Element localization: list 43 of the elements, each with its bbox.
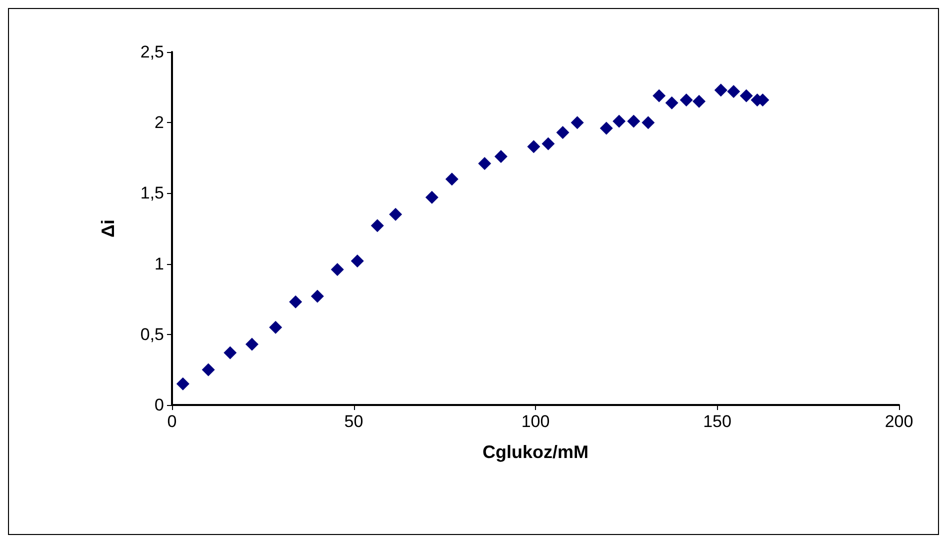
y-tick-label: 1 <box>154 254 164 274</box>
point <box>542 137 555 150</box>
y-axis-title: Δi <box>98 220 118 238</box>
point <box>527 140 540 154</box>
point <box>370 219 384 232</box>
y-tick-label: 1,5 <box>140 184 164 203</box>
x-axis-title: Cglukoz/mM <box>482 442 588 462</box>
point <box>202 363 215 376</box>
point <box>350 254 364 268</box>
point <box>269 320 282 334</box>
x-tick-label: 100 <box>521 412 550 431</box>
point <box>310 290 324 303</box>
x-tick-label: 50 <box>344 412 364 431</box>
point <box>556 126 570 139</box>
point <box>245 338 258 351</box>
point <box>727 85 740 98</box>
point <box>652 89 666 102</box>
point <box>445 172 458 186</box>
point <box>570 116 584 130</box>
point <box>478 157 492 170</box>
x-tick-label: 150 <box>703 412 732 431</box>
point <box>425 190 438 204</box>
point <box>289 295 302 308</box>
point <box>176 377 190 390</box>
y-tick-label: 2,5 <box>140 42 164 62</box>
point <box>665 96 678 110</box>
point <box>389 208 402 221</box>
point <box>714 84 728 97</box>
point <box>600 122 613 135</box>
point <box>692 94 706 108</box>
point <box>642 116 655 130</box>
point <box>494 150 508 163</box>
point <box>330 262 344 276</box>
y-tick-label: 2 <box>154 113 164 132</box>
x-tick-label: 200 <box>884 412 914 431</box>
y-tick-label: 0,5 <box>140 324 164 344</box>
point <box>627 114 640 128</box>
point <box>680 94 693 107</box>
x-tick-label: 0 <box>167 412 177 431</box>
y-tick-label: 0 <box>154 396 164 414</box>
point <box>740 89 753 102</box>
point <box>612 114 626 128</box>
point <box>224 346 237 360</box>
